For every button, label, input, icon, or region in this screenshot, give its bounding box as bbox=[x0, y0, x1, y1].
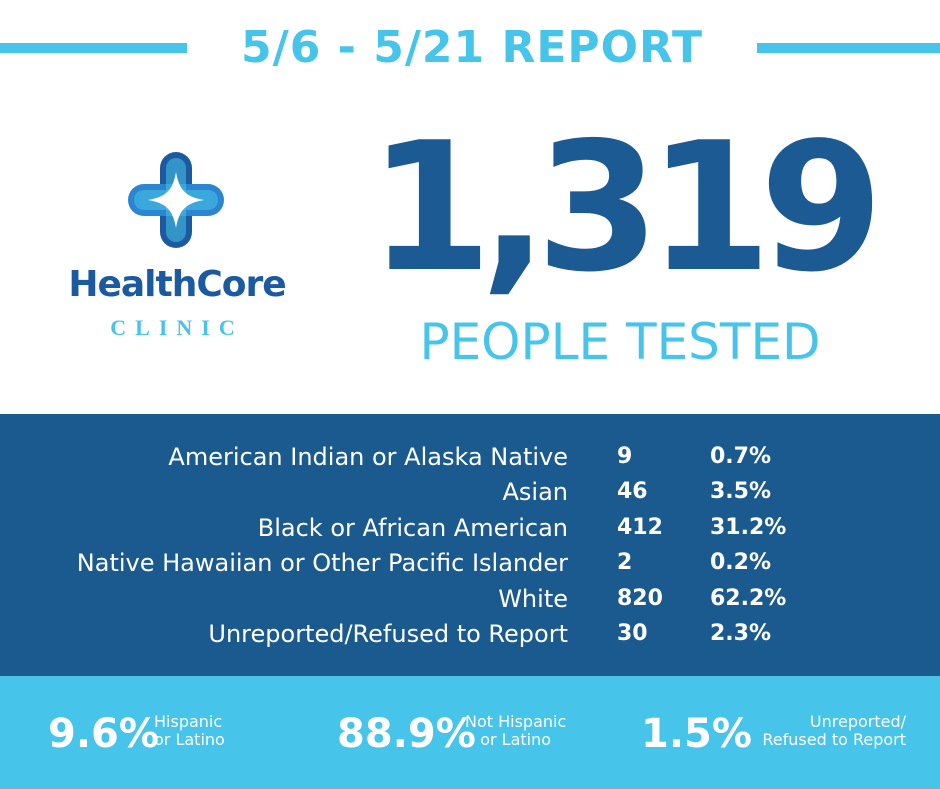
race-count: 412 bbox=[617, 515, 663, 540]
race-row: Unreported/Refused to Report 30 2.3% bbox=[0, 616, 940, 652]
ethnicity-panel: 9.6% Hispanic or Latino 88.9% Not Hispan… bbox=[0, 676, 940, 789]
race-count: 2 bbox=[617, 550, 633, 575]
brand-name: HealthCore bbox=[68, 264, 286, 305]
ethnicity-label-line: or Latino bbox=[154, 730, 225, 749]
cross-icon bbox=[126, 150, 226, 250]
race-percent: 62.2% bbox=[710, 586, 787, 611]
ethnicity-percent: 1.5% bbox=[641, 711, 752, 757]
race-label: Unreported/Refused to Report bbox=[208, 620, 568, 648]
tested-caption: PEOPLE TESTED bbox=[419, 313, 821, 371]
ethnicity-percent: 88.9% bbox=[337, 711, 476, 757]
race-label: American Indian or Alaska Native bbox=[168, 443, 568, 471]
race-row: Asian 46 3.5% bbox=[0, 474, 940, 510]
report-title: 5/6 - 5/21 REPORT bbox=[241, 22, 703, 73]
race-breakdown-panel: American Indian or Alaska Native 9 0.7% … bbox=[0, 414, 940, 676]
tested-count: 1,319 bbox=[368, 104, 883, 311]
race-percent: 3.5% bbox=[710, 479, 772, 504]
race-label: White bbox=[498, 585, 568, 613]
ethnicity-label-line: Unreported/ bbox=[809, 712, 906, 731]
ethnicity-label-line: Not Hispanic bbox=[465, 712, 567, 731]
race-count: 46 bbox=[617, 479, 648, 504]
race-percent: 0.2% bbox=[710, 550, 772, 575]
ethnicity-percent: 9.6% bbox=[48, 711, 159, 757]
race-percent: 31.2% bbox=[710, 515, 787, 540]
ethnicity-label: Not Hispanic or Latino bbox=[465, 713, 566, 749]
race-count: 9 bbox=[617, 444, 633, 469]
race-row: American Indian or Alaska Native 9 0.7% bbox=[0, 439, 940, 475]
race-label: Asian bbox=[502, 478, 568, 506]
race-count: 30 bbox=[617, 621, 648, 646]
ethnicity-label-line: Refused to Report bbox=[762, 730, 906, 749]
header-rule-left bbox=[0, 43, 187, 53]
ethnicity-label: Hispanic or Latino bbox=[154, 713, 225, 749]
brand-subtitle: CLINIC bbox=[110, 315, 244, 340]
ethnicity-label-line: or Latino bbox=[480, 730, 552, 749]
race-percent: 2.3% bbox=[710, 621, 772, 646]
race-percent: 0.7% bbox=[710, 444, 772, 469]
race-row: Black or African American 412 31.2% bbox=[0, 510, 940, 546]
race-label: Native Hawaiian or Other Pacific Islande… bbox=[76, 549, 568, 577]
race-count: 820 bbox=[617, 586, 663, 611]
race-row: Native Hawaiian or Other Pacific Islande… bbox=[0, 545, 940, 581]
ethnicity-label: Unreported/ Refused to Report bbox=[740, 713, 906, 749]
header-rule-right bbox=[757, 43, 940, 53]
race-label: Black or African American bbox=[257, 514, 568, 542]
ethnicity-label-line: Hispanic bbox=[154, 712, 223, 731]
race-row: White 820 62.2% bbox=[0, 581, 940, 617]
